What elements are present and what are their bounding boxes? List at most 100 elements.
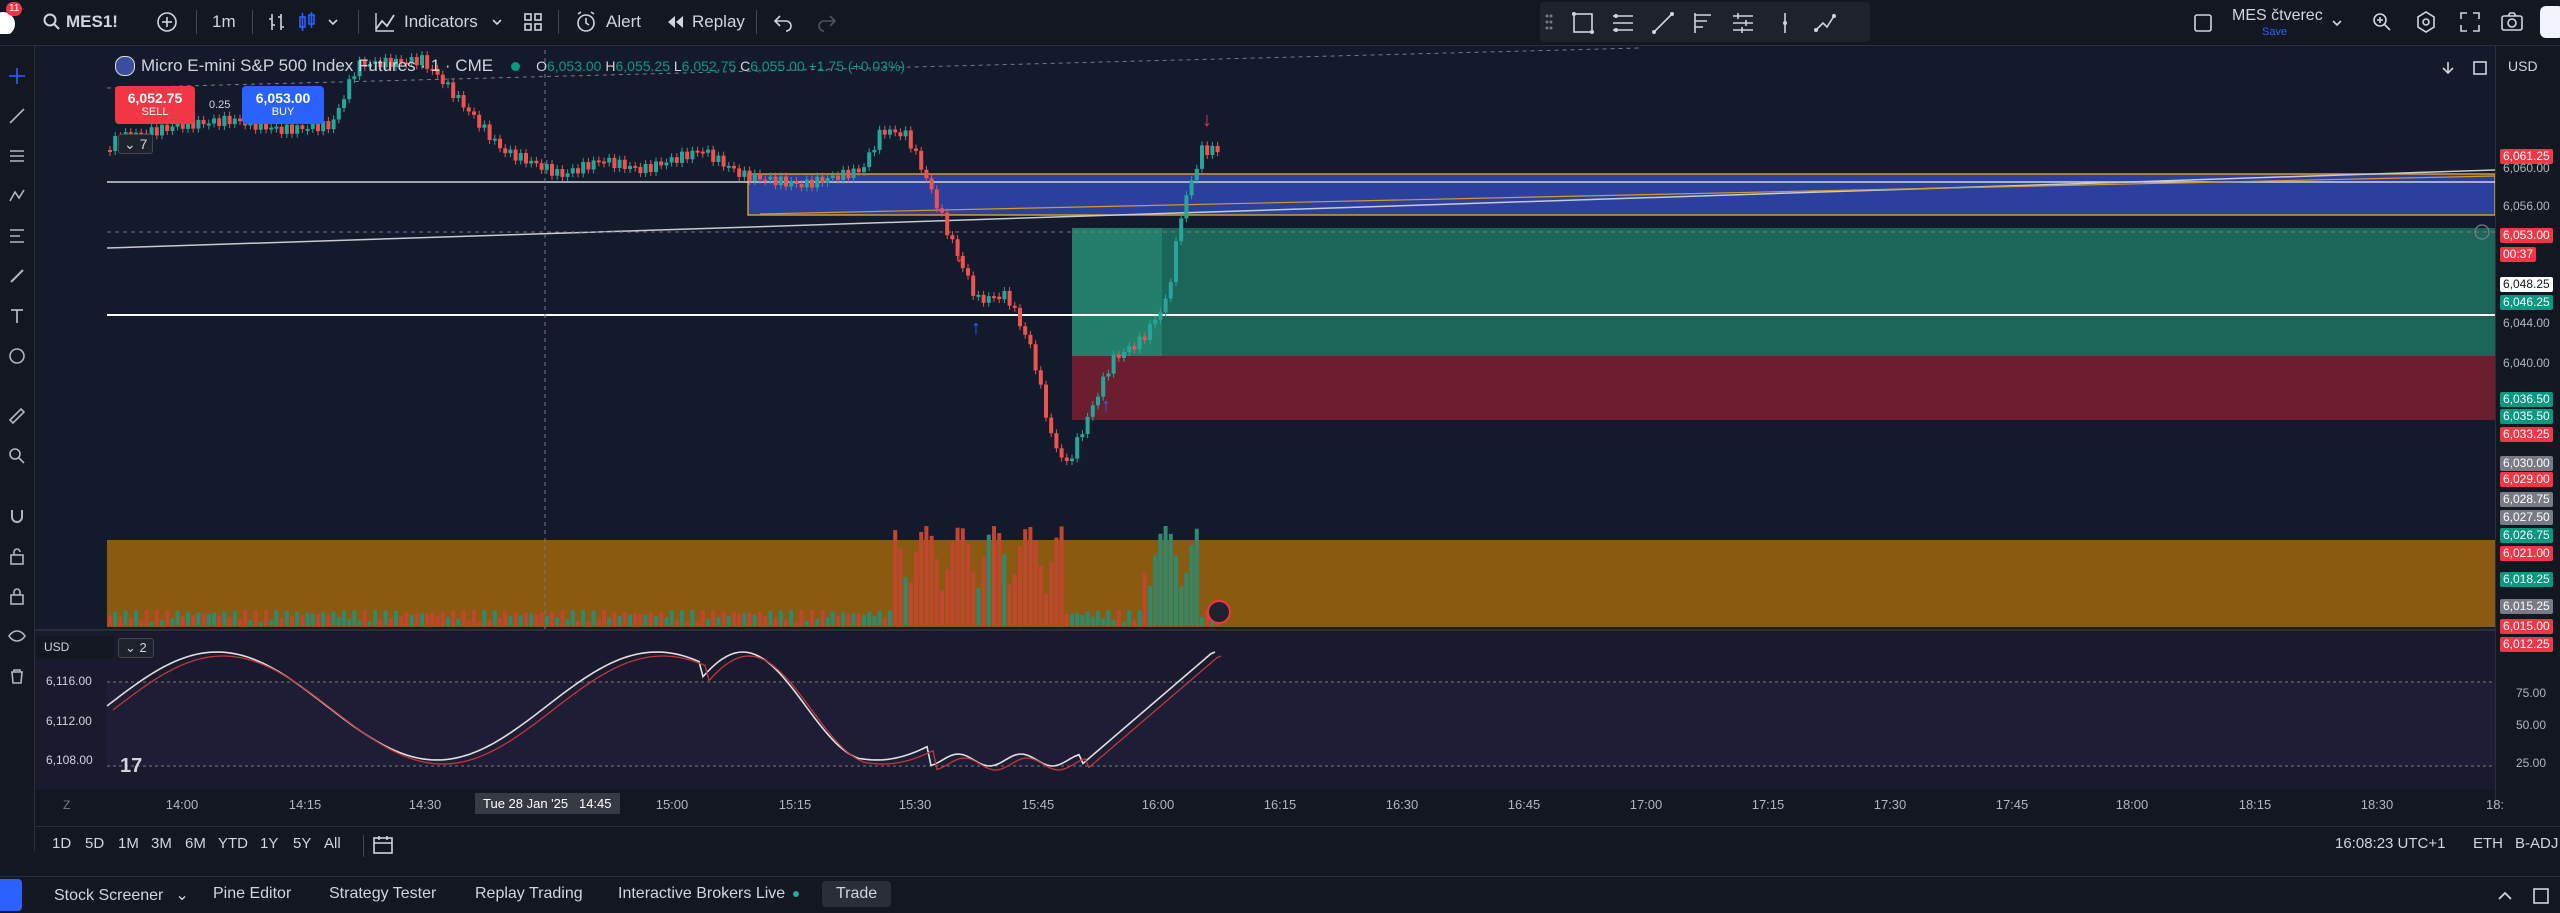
candle [877,129,882,150]
templates-button[interactable] [522,8,544,36]
vertical-line-icon[interactable] [1772,10,1798,36]
range-button[interactable]: YTD [218,835,248,852]
layout-name[interactable]: MES čtverec [2232,7,2323,24]
zoom-icon[interactable] [0,446,34,470]
tab-stock-screener[interactable]: Stock Screener ⌄ [54,887,189,904]
calendar-icon[interactable] [371,833,395,857]
symbol-search-button[interactable]: MES1! [42,8,118,36]
star-icon[interactable] [0,879,22,911]
prediction-icon[interactable] [0,226,34,250]
long-position-loss-zone[interactable] [1072,356,2495,420]
long-position-profit-zone[interactable] [1072,228,2495,356]
tab-trade[interactable]: Trade [822,881,892,907]
bar-style-button[interactable] [266,8,288,36]
price-axis[interactable]: USD 6,061.25 6,060.00 6,056.00 6,053.00 00:3… [2495,46,2560,806]
volume-bar [227,616,232,626]
volume-bar [149,621,154,626]
candle [1023,326,1028,335]
oscillator-count-button[interactable]: ⌄ 2 [118,638,154,658]
range-button[interactable]: 1D [52,835,72,852]
undo-button[interactable] [772,8,794,36]
notification-badge[interactable]: 11 [6,2,23,16]
tab-broker-live[interactable]: Interactive Brokers Live [618,885,800,903]
range-button[interactable]: 6M [185,835,206,852]
lock-drawings-icon[interactable] [0,546,34,570]
interval-button[interactable]: 1m [212,12,236,31]
tab-replay-trading[interactable]: Replay Trading [475,885,583,902]
drag-handle-icon[interactable] [1544,12,1554,32]
range-button[interactable]: 3M [151,835,172,852]
redo-icon [818,15,837,32]
alert-button[interactable]: Alert [574,8,641,36]
adjustment-button[interactable]: B-ADJ [2515,835,2559,852]
position-add-icon[interactable] [2474,224,2490,240]
parallel-channel-icon[interactable] [1610,10,1636,36]
pattern-icon[interactable] [0,186,34,210]
ruler-icon[interactable] [0,406,34,430]
range-button[interactable]: 1M [118,835,139,852]
camera-icon[interactable] [2500,10,2524,34]
lock-icon[interactable] [0,586,34,610]
axis-mode-icon[interactable]: Z [63,798,71,812]
indicators-toggle[interactable]: ⌄ 7 [118,134,154,154]
maximize-panel-icon[interactable] [2530,885,2552,907]
trend-line-icon[interactable] [0,106,34,130]
fib-icon[interactable] [0,146,34,170]
compare-button[interactable] [155,8,179,36]
range-button[interactable]: All [324,835,341,852]
rectangle-tool-icon[interactable] [1570,10,1596,36]
candle [685,151,690,160]
price-label: 6,061.25 [2500,149,2553,164]
event-marker-icon[interactable] [1207,600,1231,624]
settings-icon[interactable] [2414,10,2438,34]
price-label: 6,030.00 [2500,456,2553,471]
maximize-pane-icon[interactable] [2470,58,2490,78]
replay-button[interactable]: Replay [664,8,745,36]
range-button[interactable]: 1Y [260,835,279,852]
collapse-icon[interactable] [2494,885,2516,907]
left-drawing-toolbar [0,46,35,852]
fib-icon[interactable] [1690,10,1716,36]
candle [856,168,861,173]
path-tool-icon[interactable] [1812,10,1838,36]
text-icon[interactable] [0,306,34,330]
fullscreen-icon[interactable] [2458,10,2482,34]
candle [154,127,159,136]
symbol-title[interactable]: Micro E-mini S&P 500 Index Futures · 1 ·… [141,56,494,75]
redo-button[interactable] [816,8,838,36]
indicators-button[interactable]: Indicators [374,8,504,36]
clock[interactable]: 16:08:23 UTC+1 [2335,835,2446,852]
buy-button[interactable]: 6,053.00 BUY [242,86,324,124]
time-axis[interactable]: Z 14:00 14:15 14:30 15:00 15:15 15:30 15:45 16:… [35,790,2504,818]
chevron-down-icon[interactable] [2330,16,2344,30]
publish-button[interactable] [2540,6,2560,38]
trend-line-orange[interactable] [759,175,2495,215]
magnet-icon[interactable] [0,506,34,530]
trend-line-icon[interactable] [1650,10,1676,36]
crosshair-icon[interactable] [0,66,34,90]
candle [1122,352,1126,358]
long-position-entry-zone[interactable] [1072,228,1162,356]
layout-square-icon[interactable] [2192,12,2214,34]
sell-button[interactable]: 6,052.75 SELL [115,86,195,124]
tab-strategy-tester[interactable]: Strategy Tester [329,885,437,902]
tab-pine-editor[interactable]: Pine Editor [213,885,292,902]
collapse-arrow-icon[interactable] [2438,58,2458,78]
currency-label[interactable]: USD [2508,58,2538,74]
emoji-icon[interactable] [0,346,34,370]
volume-bar [950,542,955,626]
hide-icon[interactable] [0,626,34,650]
range-button[interactable]: 5Y [293,835,312,852]
price-chart[interactable]: ↓ ↓ ↑ ↑ 17 [35,46,2495,826]
trash-icon[interactable] [0,666,34,690]
brush-icon[interactable] [0,266,34,290]
trend-line[interactable] [106,169,2495,249]
volume-bar [1012,574,1017,626]
chevron-down-icon: ⌄ [125,640,136,655]
candle-style-button[interactable] [296,8,340,36]
quick-search-icon[interactable] [2370,10,2394,34]
apple-icon[interactable] [0,6,20,36]
range-button[interactable]: 5D [85,835,105,852]
pattern-icon[interactable] [1730,10,1756,36]
session-button[interactable]: ETH [2473,835,2503,852]
